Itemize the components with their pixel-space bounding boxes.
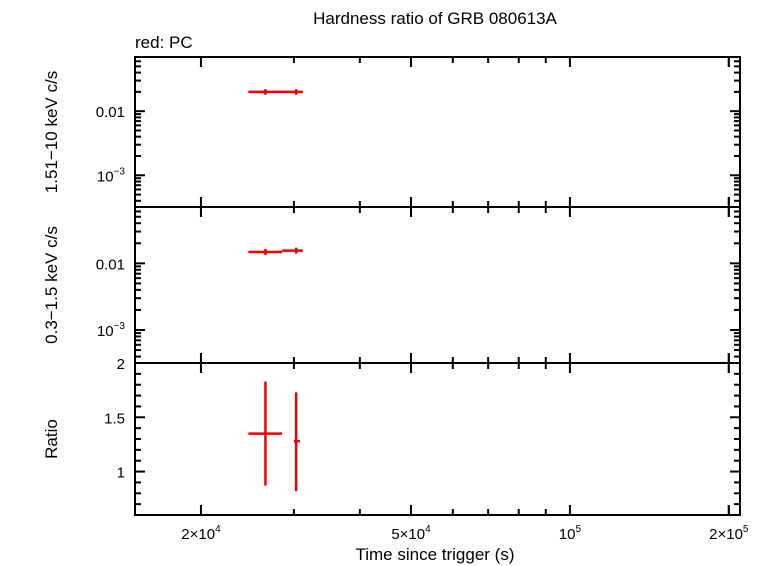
panel-frame xyxy=(134,362,741,516)
panel-frame xyxy=(134,206,741,364)
legend-note: red: PC xyxy=(135,33,193,52)
y-tick-label: 2 xyxy=(117,356,125,373)
chart-title: Hardness ratio of GRB 080613A xyxy=(313,9,557,28)
x-tick-label: 2×104 xyxy=(181,524,221,543)
y-axis-label: 1.51−10 keV c/s xyxy=(42,71,61,193)
y-tick-label: 1 xyxy=(117,465,125,482)
y-tick-label: 10−3 xyxy=(97,321,126,340)
y-tick-label: 0.01 xyxy=(96,104,125,121)
y-axis-label: 0.3−1.5 keV c/s xyxy=(42,226,61,344)
y-axis-label: Ratio xyxy=(42,419,61,459)
x-tick-label: 2×105 xyxy=(709,524,749,543)
x-tick-label: 105 xyxy=(559,524,582,543)
plot-area: 0.01 10−3 1.51−10 keV c/s 0.01 10−3 0.3−1.5 k… xyxy=(42,56,749,543)
y-tick-label: 1.5 xyxy=(104,410,125,427)
x-axis-label: Time since trigger (s) xyxy=(355,545,514,564)
x-tick-label: 5×104 xyxy=(391,524,431,543)
y-tick-label: 10−3 xyxy=(97,166,126,185)
panel-frame xyxy=(134,56,741,208)
y-tick-label: 0.01 xyxy=(96,256,125,273)
